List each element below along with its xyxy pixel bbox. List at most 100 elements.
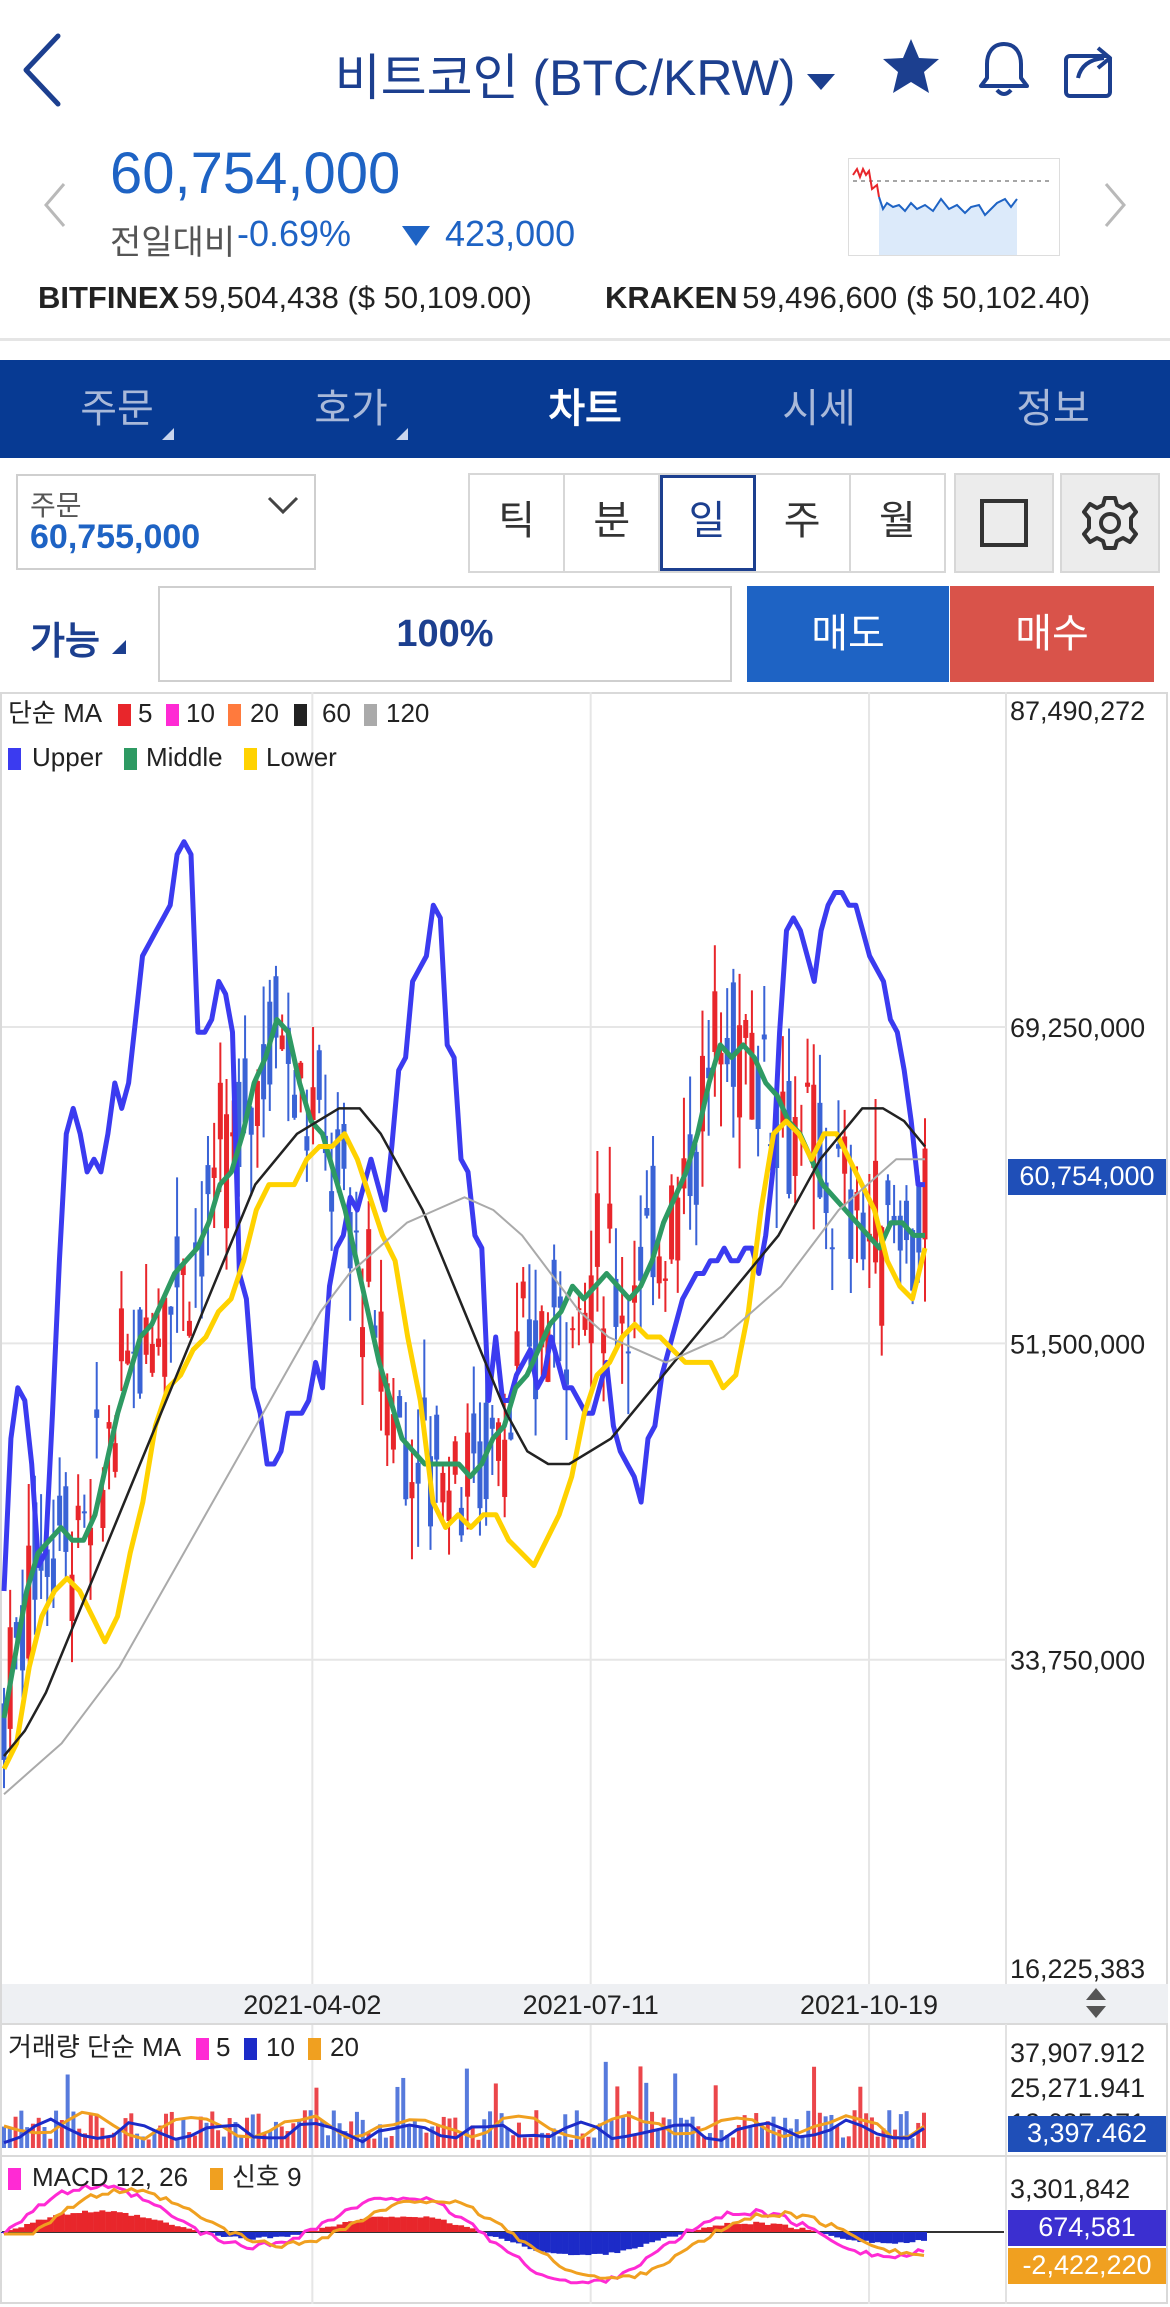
- period-day[interactable]: 일: [660, 475, 756, 571]
- candle-body: [224, 1114, 230, 1229]
- candle-body: [434, 1414, 440, 1460]
- candle-body: [20, 1605, 26, 1671]
- period-selector: 틱 분 일 주 월: [468, 473, 946, 573]
- volume-bar: [88, 2113, 93, 2148]
- candle-body: [409, 1482, 415, 1499]
- candle-body: [168, 1306, 174, 1315]
- order-label: 주문: [30, 490, 82, 521]
- candle-body: [607, 1203, 613, 1229]
- candle-body: [848, 1189, 854, 1259]
- macd-histogram-bar: [579, 2232, 586, 2255]
- macd-histogram-bar: [64, 2214, 71, 2232]
- macd-histogram-bar: [53, 2215, 60, 2232]
- order-price-select[interactable]: 주문 60,755,000: [16, 474, 316, 570]
- volume-bar: [528, 2137, 533, 2148]
- mini-chart[interactable]: [848, 158, 1060, 256]
- change-percent: -0.69%: [237, 213, 352, 254]
- tab-chart[interactable]: 차트: [468, 360, 702, 458]
- macd-histogram-bar: [267, 2232, 274, 2239]
- macd-histogram-bar: [880, 2232, 887, 2244]
- macd-line: [2, 2182, 925, 2285]
- candle-body: [699, 1055, 705, 1132]
- next-coin-arrow-icon[interactable]: [1100, 180, 1130, 230]
- period-week[interactable]: 주: [756, 475, 851, 571]
- available-label[interactable]: 가능: [30, 621, 100, 663]
- volume-bar: [262, 2133, 267, 2148]
- sort-icon[interactable]: [1086, 1988, 1106, 2018]
- price-chart[interactable]: 87,490,272 69,250,000 51,500,000 33,750,000…: [0, 692, 1170, 2304]
- macd-histogram-bar: [365, 2217, 372, 2232]
- candle-body: [706, 1067, 712, 1079]
- volume-legend: 거래량 단순 MA 5 10 20: [8, 2032, 359, 2062]
- macd-histogram-bar: [319, 2227, 326, 2232]
- sell-button[interactable]: 매도: [747, 586, 949, 682]
- candle-body: [811, 1084, 817, 1168]
- legend-swatch: [118, 704, 131, 726]
- macd-histogram-bar: [562, 2232, 569, 2254]
- candle-body: [50, 1558, 56, 1593]
- macd-histogram-bar: [764, 2224, 771, 2232]
- macd-histogram-bar: [24, 2223, 31, 2232]
- top-bar: 비트코인 (BTC/KRW): [0, 0, 1170, 140]
- period-tick[interactable]: 틱: [470, 475, 566, 571]
- candle-body: [341, 1123, 347, 1169]
- page-title[interactable]: 비트코인 (BTC/KRW): [0, 38, 1170, 110]
- candle-body: [205, 1165, 211, 1195]
- tab-orderbook[interactable]: 호가: [234, 360, 468, 458]
- star-icon[interactable]: [880, 36, 942, 98]
- macd-histogram-bar: [139, 2217, 146, 2232]
- candle-body: [69, 1574, 75, 1622]
- candle-body: [186, 1320, 192, 1336]
- signal-legend-title: 신호 9: [232, 2162, 302, 2192]
- candle-body: [230, 1132, 236, 1137]
- candle-body: [712, 991, 718, 1052]
- back-icon[interactable]: [18, 32, 68, 108]
- percent-select[interactable]: 100%: [158, 586, 732, 682]
- volume-bar: [354, 2111, 359, 2148]
- volume-bar: [545, 2133, 550, 2148]
- macd-histogram-bar: [440, 2219, 447, 2232]
- macd-histogram-bar: [191, 2230, 198, 2232]
- candle-body: [885, 1180, 891, 1206]
- macd-tick: 3,301,842: [1010, 2174, 1130, 2204]
- macd-histogram-bar: [758, 2222, 765, 2232]
- bell-icon[interactable]: [975, 38, 1033, 100]
- exchange-name: BITFINEX: [38, 280, 180, 315]
- period-month[interactable]: 월: [879, 499, 916, 543]
- fullscreen-button[interactable]: [954, 473, 1054, 573]
- legend-swatch: [364, 704, 377, 726]
- volume-bar: [898, 2114, 903, 2148]
- volume-bar: [626, 2111, 631, 2148]
- macd-histogram-bar: [741, 2223, 748, 2232]
- volume-bar: [210, 2111, 215, 2148]
- buy-button[interactable]: 매수: [950, 586, 1154, 682]
- period-minute[interactable]: 분: [565, 475, 661, 571]
- prev-coin-arrow-icon[interactable]: [40, 180, 70, 230]
- series-line-upper: [1, 839, 925, 1592]
- macd-histogram-bar: [116, 2212, 123, 2232]
- macd-histogram-bar: [649, 2232, 656, 2243]
- macd-histogram-bar: [839, 2232, 846, 2239]
- macd-histogram-bar: [296, 2232, 303, 2235]
- candle-body: [88, 1527, 94, 1546]
- volume-bar: [395, 2086, 400, 2148]
- legend-label: Lower: [266, 742, 337, 772]
- volume-bar: [13, 2116, 18, 2148]
- macd-histogram-bar: [695, 2229, 702, 2232]
- tab-info[interactable]: 정보: [936, 360, 1170, 458]
- candle-body: [601, 1328, 607, 1354]
- candle-body: [792, 1117, 798, 1176]
- tab-order[interactable]: 주문: [0, 360, 234, 458]
- macd-histogram-bar: [654, 2232, 661, 2241]
- series-line-60: [3, 1107, 926, 1757]
- macd-legend-title: MACD 12, 26: [32, 2162, 188, 2192]
- settings-button[interactable]: [1060, 473, 1160, 573]
- candle-body: [26, 1545, 32, 1659]
- volume-bar: [742, 2115, 747, 2148]
- share-icon[interactable]: [1060, 38, 1122, 100]
- macd-histogram-bar: [458, 2225, 465, 2232]
- macd-histogram-bar: [168, 2224, 175, 2232]
- candle-body: [100, 1489, 106, 1529]
- tab-quotes[interactable]: 시세: [702, 360, 936, 458]
- down-triangle-icon: [402, 226, 430, 246]
